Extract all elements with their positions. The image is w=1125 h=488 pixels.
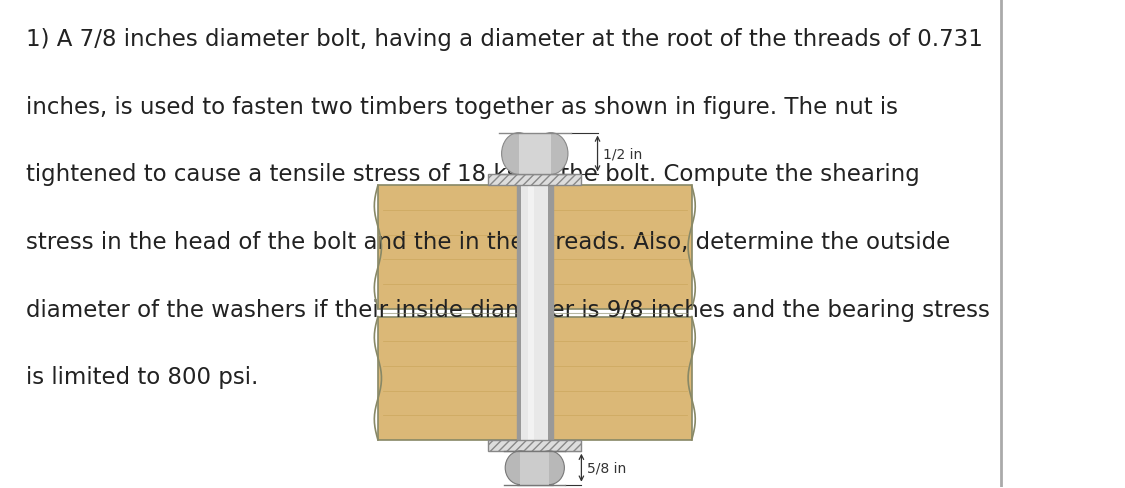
Bar xyxy=(528,178,534,485)
Text: tightened to cause a tensile stress of 18 ksi in the bolt. Compute the shearing: tightened to cause a tensile stress of 1… xyxy=(27,163,920,186)
Bar xyxy=(519,451,551,483)
Text: 1/2 in: 1/2 in xyxy=(603,147,642,161)
Bar xyxy=(548,178,552,485)
Bar xyxy=(516,178,521,485)
Bar xyxy=(378,317,692,440)
Ellipse shape xyxy=(502,133,536,175)
Ellipse shape xyxy=(505,451,536,485)
Text: stress in the head of the bolt and the in the threads. Also, determine the outsi: stress in the head of the bolt and the i… xyxy=(27,231,951,254)
Ellipse shape xyxy=(534,133,568,175)
Text: is limited to 800 psi.: is limited to 800 psi. xyxy=(27,366,259,388)
Ellipse shape xyxy=(534,451,565,485)
Bar xyxy=(521,178,548,485)
Bar xyxy=(378,186,692,309)
Text: 1) A 7/8 inches diameter bolt, having a diameter at the root of the threads of 0: 1) A 7/8 inches diameter bolt, having a … xyxy=(27,28,983,51)
Bar xyxy=(516,178,552,485)
Bar xyxy=(519,133,551,175)
Text: 5/8 in: 5/8 in xyxy=(587,461,626,475)
Bar xyxy=(488,440,582,451)
Text: diameter of the washers if their inside diameter is 9/8 inches and the bearing s: diameter of the washers if their inside … xyxy=(27,298,990,321)
Bar xyxy=(521,451,549,485)
Bar xyxy=(488,175,582,186)
Text: inches, is used to fasten two timbers together as shown in figure. The nut is: inches, is used to fasten two timbers to… xyxy=(27,96,899,119)
